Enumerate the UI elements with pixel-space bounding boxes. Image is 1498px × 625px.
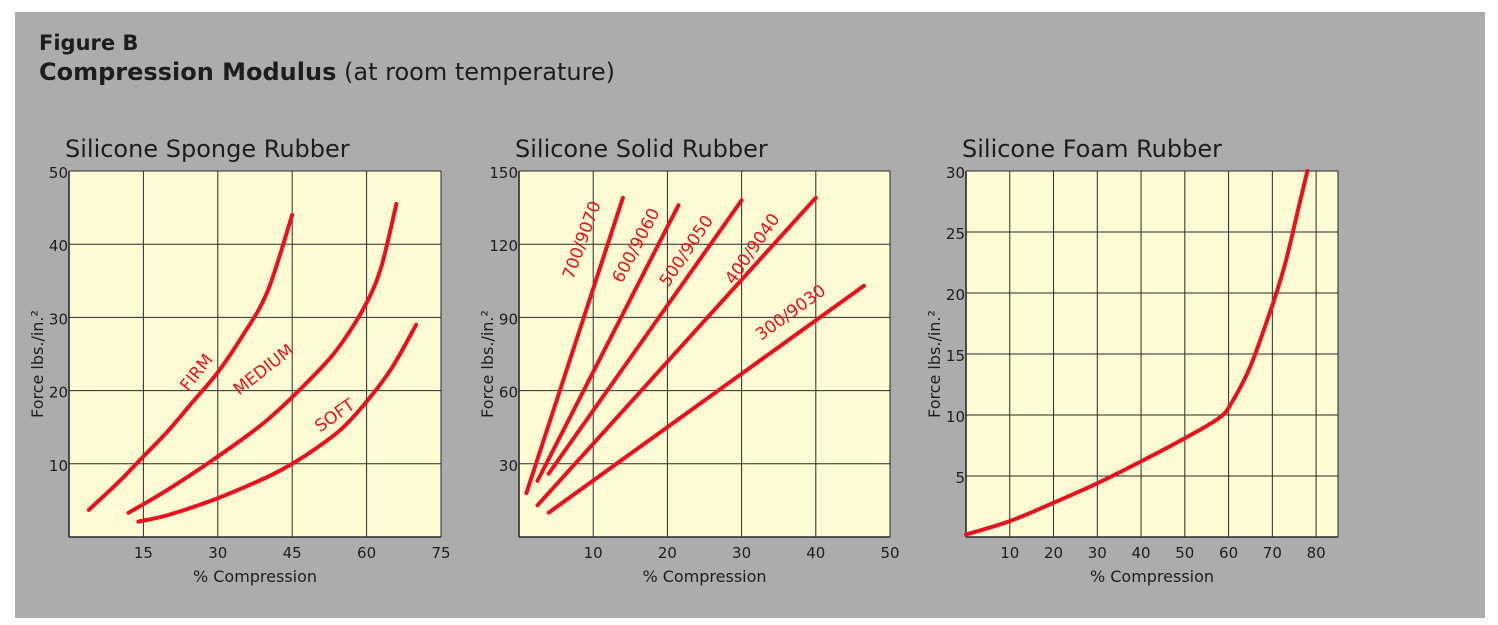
x-tick-label: 30 [208,544,227,562]
series-firm-curve [86,212,295,512]
y-tick-label: 5 [955,469,965,487]
y-tick-label: 30 [499,457,518,475]
series-medium-curve [126,201,399,515]
x-tick-label: 60 [1219,544,1238,562]
silicone-sponge-rubber-title: Silicone Sponge Rubber [65,135,350,163]
y-axis-title: Force lbs./in.² [28,310,47,418]
y-tick-label: 30 [49,310,68,328]
y-tick-label: 90 [499,310,518,328]
y-tick-label: 150 [489,164,518,182]
silicone-solid-rubber-title: Silicone Solid Rubber [515,135,768,163]
series-300-9030-curve [546,283,866,515]
figure-label: Figure B [39,31,139,55]
series-600-9060-curve [535,203,681,483]
x-tick-label: 30 [1088,544,1107,562]
x-tick-label: 60 [357,544,376,562]
series-700-9070-curve [524,195,625,496]
x-axis-title: % Compression [642,567,766,586]
y-tick-label: 20 [946,286,965,304]
y-tick-label: 60 [499,384,518,402]
figure-panel: Figure B Compression Modulus (at room te… [15,12,1485,618]
plot-area [69,171,441,537]
x-tick-label: 40 [806,544,825,562]
silicone-foam-rubber-title: Silicone Foam Rubber [962,135,1222,163]
x-tick-label: 40 [1132,544,1151,562]
y-tick-label: 50 [49,164,68,182]
x-tick-label: 75 [431,544,450,562]
series-400-9040-curve [535,195,818,508]
x-tick-label: 15 [134,544,153,562]
figure-title-rest: (at room temperature) [336,58,616,86]
x-tick-label: 10 [1000,544,1019,562]
x-tick-label: 50 [1175,544,1194,562]
y-tick-label: 10 [946,408,965,426]
silicone-solid-rubber-chart: Silicone Solid Rubber 30 60 90 120 150 10 20 30 4… [478,135,900,586]
y-tick-label: 25 [946,225,965,243]
x-tick-label: 70 [1263,544,1282,562]
x-tick-label: 20 [658,544,677,562]
x-axis-title: % Compression [193,567,317,586]
series-500-9050-curve [546,198,744,476]
series-soft-curve [136,322,419,524]
x-tick-label: 30 [732,544,751,562]
y-tick-label: 30 [946,164,965,182]
silicone-sponge-rubber-chart: Silicone Sponge Rubber 10 20 30 40 50 15 30 45 60… [28,135,451,586]
y-axis-title: Force lbs./in.² [478,310,497,418]
y-tick-label: 15 [946,347,965,365]
x-tick-label: 50 [880,544,899,562]
series-curve [964,169,1310,537]
x-tick-label: 80 [1307,544,1326,562]
y-tick-label: 20 [49,384,68,402]
y-tick-label: 120 [489,237,518,255]
x-tick-label: 45 [283,544,302,562]
y-tick-label: 10 [49,457,68,475]
plot-area [519,171,890,537]
charts-canvas: Silicone Sponge Rubber 10 20 30 40 50 15 30 45 60… [28,135,1339,586]
x-tick-label: 20 [1044,544,1063,562]
y-axis-title: Force lbs./in.² [925,310,944,418]
x-axis-title: % Compression [1090,567,1214,586]
figure-title-bold: Compression Modulus [39,58,337,86]
figure-title: Compression Modulus (at room temperature… [39,58,615,86]
silicone-foam-rubber-chart: Silicone Foam Rubber 5 10 15 20 25 30 10 20 30 40 5… [925,135,1339,586]
y-tick-label: 40 [49,237,68,255]
x-tick-label: 10 [584,544,603,562]
